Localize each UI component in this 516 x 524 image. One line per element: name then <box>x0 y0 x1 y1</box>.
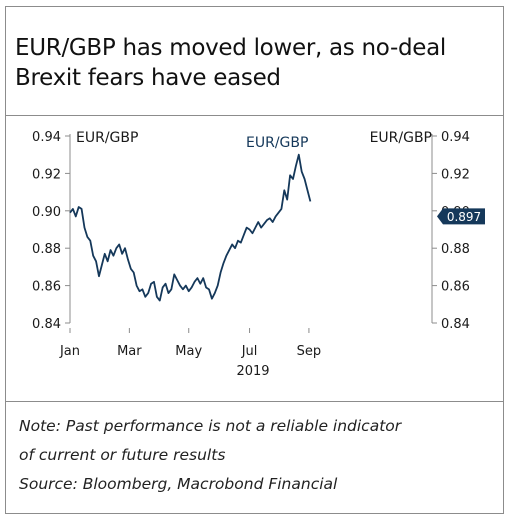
last-value-label: 0.897 <box>447 210 481 224</box>
right-y-tick-label: 0.86 <box>441 280 470 295</box>
chart-title-line-2: Brexit fears have eased <box>15 65 281 91</box>
title-divider <box>6 115 503 116</box>
x-tick-label: Jan <box>59 344 80 359</box>
left-y-tick-label: 0.84 <box>32 317 61 332</box>
chart-title: EUR/GBP has moved lower, as no-deal Brex… <box>15 33 495 93</box>
left-axis: 0.84 0.86 0.88 0.90 0.92 0.94 <box>32 130 71 332</box>
x-tick-label: Mar <box>117 344 142 359</box>
left-y-tick-label: 0.92 <box>32 167 61 182</box>
right-axis-label: EUR/GBP <box>370 130 432 146</box>
x-tick-label: Sep <box>297 344 322 359</box>
x-tick-label: May <box>175 344 202 359</box>
x-axis: Jan Mar May Jul Sep <box>59 328 321 359</box>
chart-card: EUR/GBP has moved lower, as no-deal Brex… <box>5 6 504 514</box>
right-y-tick-label: 0.94 <box>441 130 470 145</box>
last-value-box: 0.897 <box>437 208 485 225</box>
last-value-box-shape <box>437 208 485 225</box>
right-y-tick-label: 0.84 <box>441 317 470 332</box>
source-line: Source: Bloomberg, Macrobond Financial <box>19 475 338 493</box>
x-axis-label: 2019 <box>236 364 269 379</box>
left-y-tick-label: 0.90 <box>32 205 61 220</box>
left-y-tick-label: 0.94 <box>32 130 61 145</box>
chart-notes: Note: Past performance is not a reliable… <box>19 412 499 499</box>
notes-divider <box>6 401 503 402</box>
right-y-tick-label: 0.92 <box>441 167 470 182</box>
series-line-eurgbp <box>69 153 312 302</box>
left-y-tick-label: 0.88 <box>32 242 61 257</box>
note-line-1: Note: Past performance is not a reliable… <box>19 417 402 435</box>
note-line-2: of current or future results <box>19 446 226 464</box>
x-tick-label: Jul <box>241 344 258 359</box>
right-y-tick-label: 0.88 <box>441 242 470 257</box>
series-label: EUR/GBP <box>246 135 308 151</box>
left-y-tick-label: 0.86 <box>32 280 61 295</box>
chart-title-line-1: EUR/GBP has moved lower, as no-deal <box>15 35 446 61</box>
right-axis: 0.840.860.880.900.920.94 <box>431 130 470 332</box>
left-axis-label: EUR/GBP <box>76 130 138 146</box>
